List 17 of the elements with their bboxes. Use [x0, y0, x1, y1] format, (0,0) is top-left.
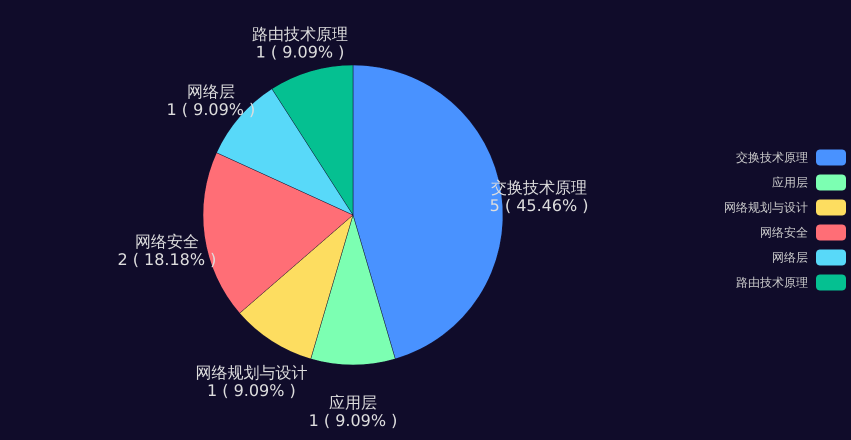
slice-label: 网络规划与设计: [195, 363, 308, 382]
data-label: 1 ( 9.09% ): [206, 381, 296, 400]
slice-label: 路由技术原理: [252, 24, 348, 44]
legend-label: 网络规划与设计: [724, 200, 808, 214]
legend-label: 应用层: [772, 176, 808, 190]
legend-label: 路由技术原理: [736, 276, 808, 290]
legend-label: 网络层: [772, 250, 808, 264]
data-label: 1 ( 9.09% ): [256, 42, 344, 62]
legend-label: 交换技术原理: [736, 150, 808, 164]
data-label: 1 ( 9.09% ): [308, 411, 398, 430]
data-label: 5 ( 45.46% ): [490, 196, 589, 216]
slice-label: 应用层: [329, 393, 377, 412]
data-label: 2 ( 18.18% ): [117, 250, 216, 269]
slice-label: 网络安全: [134, 232, 199, 251]
legend-label: 网络安全: [760, 226, 808, 240]
data-label: 1 ( 9.09% ): [166, 100, 256, 119]
slice-label: 网络层: [186, 82, 235, 101]
